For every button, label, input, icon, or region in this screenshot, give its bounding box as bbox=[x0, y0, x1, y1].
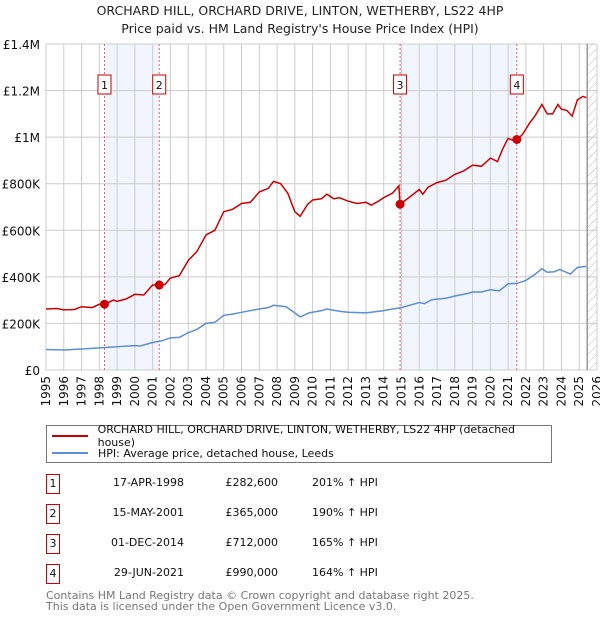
sale-price: £990,000 bbox=[225, 566, 279, 579]
x-tick-label: 2008 bbox=[270, 376, 284, 407]
sale-point bbox=[512, 134, 522, 144]
sale-point bbox=[395, 199, 405, 209]
x-tick-label: 2013 bbox=[359, 376, 373, 407]
x-tick-label: 1996 bbox=[57, 376, 71, 407]
x-tick-label: 1999 bbox=[110, 376, 124, 407]
sale-hpi-pct: 201% ↑ HPI bbox=[312, 476, 378, 489]
hpi-line bbox=[45, 265, 587, 351]
sale-number: 2 bbox=[46, 504, 60, 524]
x-tick-label: 2005 bbox=[217, 376, 231, 407]
legend-swatch-red bbox=[52, 435, 88, 437]
x-tick-label: 2022 bbox=[519, 376, 533, 407]
y-tick-label: £1.4M bbox=[3, 38, 40, 52]
sale-price: £282,600 bbox=[225, 476, 279, 489]
sale-number: 3 bbox=[46, 534, 60, 554]
footer-copyright: Contains HM Land Registry data © Crown c… bbox=[46, 589, 474, 602]
sale-label: 3 bbox=[397, 79, 404, 92]
x-tick-label: 2021 bbox=[501, 376, 515, 407]
sale-label: 2 bbox=[156, 79, 163, 92]
x-tick-label: 2014 bbox=[377, 376, 391, 407]
x-tick-label: 2019 bbox=[466, 376, 480, 407]
y-tick-label: £600K bbox=[2, 224, 42, 238]
x-tick-label: 2003 bbox=[181, 376, 195, 407]
x-tick-label: 2018 bbox=[448, 376, 462, 407]
x-tick-label: 2017 bbox=[430, 376, 444, 407]
shaded-region bbox=[104, 44, 160, 370]
footer-licence: This data is licensed under the Open Gov… bbox=[46, 600, 397, 613]
sale-date: 29-JUN-2021 bbox=[113, 566, 184, 579]
sale-point bbox=[154, 280, 164, 290]
y-tick-label: £800K bbox=[2, 178, 42, 192]
sale-label: 4 bbox=[513, 79, 520, 92]
sale-number: 1 bbox=[46, 474, 60, 494]
x-tick-label: 2024 bbox=[554, 376, 568, 407]
x-tick-label: 2010 bbox=[306, 376, 320, 407]
x-tick-label: 2000 bbox=[128, 376, 142, 407]
legend-item-property: ORCHARD HILL, ORCHARD DRIVE, LINTON, WET… bbox=[52, 423, 551, 449]
x-tick-label: 1995 bbox=[39, 376, 53, 407]
sale-label: 1 bbox=[101, 79, 108, 92]
x-tick-label: 1998 bbox=[92, 376, 106, 407]
x-tick-label: 2011 bbox=[323, 376, 337, 407]
sale-point bbox=[99, 299, 109, 309]
x-tick-label: 2015 bbox=[394, 376, 408, 407]
x-tick-label: 2016 bbox=[412, 376, 426, 407]
sale-date: 17-APR-1998 bbox=[112, 476, 184, 489]
sale-label-box bbox=[509, 74, 524, 95]
sale-date: 15-MAY-2001 bbox=[112, 506, 184, 519]
forecast-hatch bbox=[587, 44, 597, 370]
x-tick-label: 2002 bbox=[163, 376, 177, 407]
sale-label-box bbox=[97, 74, 112, 95]
sale-hpi-pct: 164% ↑ HPI bbox=[312, 566, 378, 579]
x-tick-label: 1997 bbox=[75, 376, 89, 407]
legend: ORCHARD HILL, ORCHARD DRIVE, LINTON, WET… bbox=[46, 423, 552, 463]
sale-hpi-pct: 190% ↑ HPI bbox=[312, 506, 378, 519]
chart-subtitle: Price paid vs. HM Land Registry's House … bbox=[121, 21, 479, 36]
sale-hpi-pct: 165% ↑ HPI bbox=[312, 536, 378, 549]
shaded-region bbox=[400, 44, 517, 370]
sale-price: £365,000 bbox=[225, 506, 279, 519]
sale-label-box bbox=[152, 74, 167, 95]
legend-label: HPI: Average price, detached house, Leed… bbox=[98, 446, 334, 460]
x-tick-label: 2001 bbox=[146, 376, 160, 407]
y-tick-label: £400K bbox=[2, 271, 42, 285]
legend-label: ORCHARD HILL, ORCHARD DRIVE, LINTON, WET… bbox=[97, 423, 516, 449]
x-tick-label: 2009 bbox=[288, 376, 302, 407]
legend-item-hpi: HPI: Average price, detached house, Leed… bbox=[52, 445, 334, 461]
legend-swatch-blue bbox=[52, 452, 88, 454]
y-tick-label: £1M bbox=[14, 131, 40, 145]
x-tick-label: 2004 bbox=[199, 376, 213, 407]
y-tick-label: £200K bbox=[2, 317, 42, 331]
x-tick-label: 2006 bbox=[235, 376, 249, 407]
x-tick-label: 2026 bbox=[590, 376, 600, 407]
x-tick-label: 2025 bbox=[572, 376, 586, 407]
sale-date: 01-DEC-2014 bbox=[110, 536, 184, 549]
x-tick-label: 2012 bbox=[341, 376, 355, 407]
x-tick-label: 2007 bbox=[252, 376, 266, 407]
y-tick-label: £1.2M bbox=[3, 85, 40, 99]
sale-price: £712,000 bbox=[225, 536, 279, 549]
sale-number: 4 bbox=[46, 564, 60, 584]
x-tick-label: 2023 bbox=[537, 376, 551, 407]
sale-label-box bbox=[393, 74, 408, 95]
chart-title: ORCHARD HILL, ORCHARD DRIVE, LINTON, WET… bbox=[96, 3, 504, 18]
x-tick-label: 2020 bbox=[483, 376, 497, 407]
y-tick-label: £0 bbox=[25, 364, 40, 378]
price-chart: 1 2 3 4 £0 £200K £400K £600K £800K £1M £1.2M £1.4M 1… bbox=[2, 38, 600, 407]
